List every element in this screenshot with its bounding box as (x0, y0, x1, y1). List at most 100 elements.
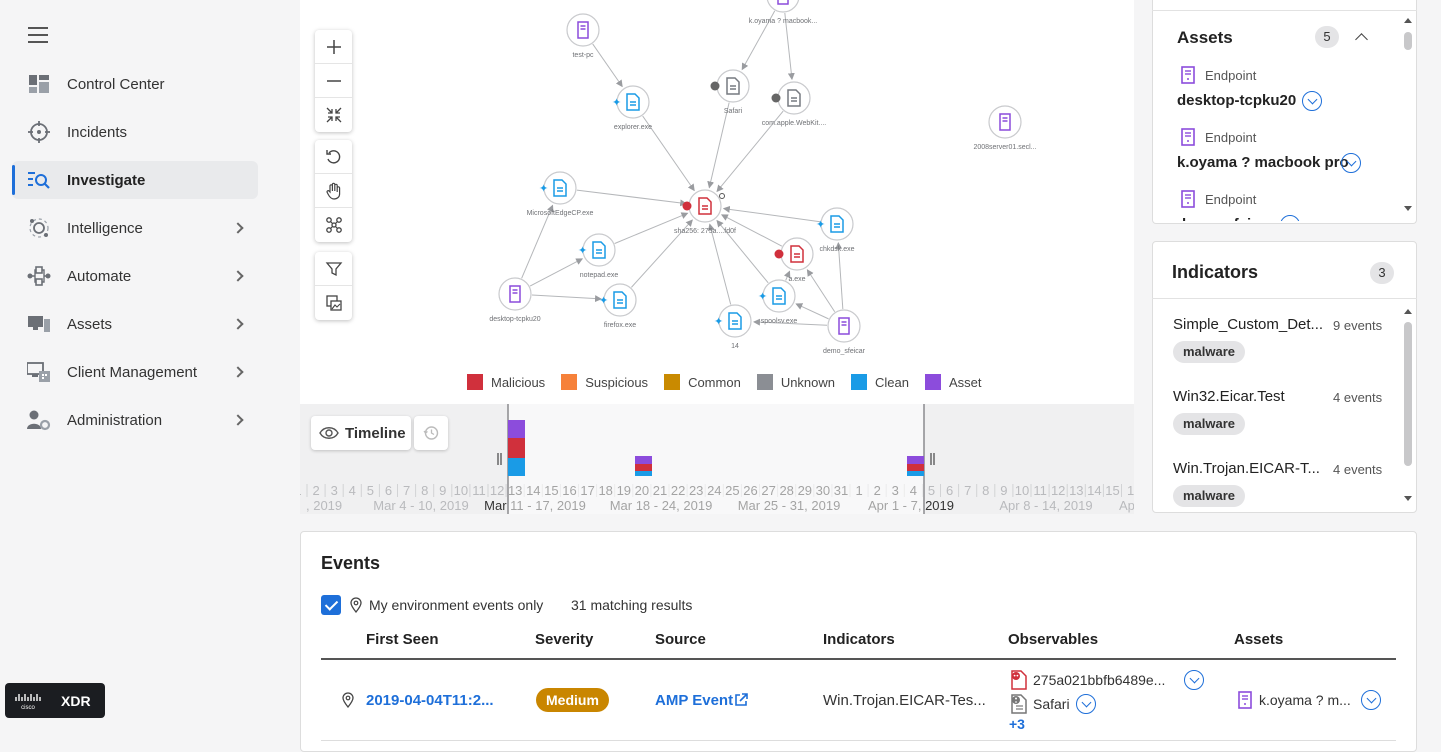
graph-node[interactable]: ✦ chkdsk.exe (816, 207, 855, 253)
sidebar-item-administration[interactable]: Administration (12, 401, 258, 439)
legend-item-asset[interactable]: Asset (924, 374, 982, 390)
timeline-toggle-button[interactable]: Timeline (311, 416, 411, 450)
expand-chevron-icon[interactable] (1361, 690, 1381, 710)
layout-button[interactable] (315, 208, 352, 242)
graph-node[interactable]: ✦ spoolsv.exe (758, 279, 797, 325)
graph-node[interactable]: desktop-tcpku20 (489, 277, 541, 323)
indicators-panel-title: Indicators (1172, 262, 1259, 282)
expand-chevron-icon[interactable] (1302, 91, 1322, 111)
product-badge[interactable]: cisco XDR (5, 683, 105, 718)
asset-item[interactable]: Endpoint desktop-tcpku20 (1152, 55, 1402, 115)
graph-node-label: chkdsk.exe (819, 246, 854, 253)
sidebar-item-assets[interactable]: Assets (12, 305, 258, 343)
timeline-bar-apr4[interactable] (907, 456, 924, 476)
scroll-down-icon[interactable] (1404, 496, 1412, 501)
indicator-name[interactable]: Win.Trojan.EICAR-T... (1173, 460, 1320, 477)
column-header-source[interactable]: Source (655, 631, 706, 648)
environment-filter-label[interactable]: My environment events only (369, 597, 544, 613)
sidebar-item-investigate[interactable]: Investigate (12, 161, 258, 199)
automate-icon (27, 264, 51, 288)
graph-node[interactable]: sha256: 275a....fd0f (674, 189, 736, 235)
legend-item-suspicious[interactable]: Suspicious (561, 374, 648, 390)
legend-item-common[interactable]: Common (664, 374, 741, 390)
indicator-cell[interactable]: Win.Trojan.EICAR-Tes... (823, 692, 986, 709)
sidebar-item-incidents[interactable]: Incidents (12, 113, 258, 151)
sidebar-item-client-management[interactable]: Client Management (12, 353, 258, 391)
graph-node-label: 14 (731, 343, 739, 350)
asset-node-icon (577, 21, 589, 39)
asset-cell[interactable]: k.oyama ? m... (1259, 692, 1351, 708)
asset-item[interactable]: Endpoint k.oyama ? macbook pro (1152, 117, 1402, 177)
zoom-out-button[interactable] (315, 64, 352, 98)
column-header-first-seen[interactable]: First Seen (366, 631, 439, 648)
matching-results-count: 31 matching results (571, 597, 693, 613)
observable-hash[interactable]: 275a021bbfb6489e... (1033, 672, 1166, 688)
sidebar-item-control-center[interactable]: Control Center (12, 65, 258, 103)
asset-name: demo_sfeicar (1177, 216, 1274, 221)
indicator-event-count: 4 events (1333, 462, 1383, 477)
screenshot-button[interactable] (315, 286, 352, 320)
expand-chevron-icon[interactable] (1184, 670, 1204, 690)
sidebar-item-intelligence[interactable]: Intelligence (12, 209, 258, 247)
graph-node[interactable]: demo_sfeicar (823, 309, 866, 355)
external-link-icon[interactable] (734, 693, 748, 707)
first-seen-link[interactable]: 2019-04-04T11:2... (366, 692, 494, 709)
expand-chevron-icon[interactable] (1076, 694, 1096, 714)
indicator-name[interactable]: Win32.Eicar.Test (1173, 388, 1285, 405)
expand-chevron-icon[interactable] (1280, 215, 1300, 221)
timeline-bar-mar20[interactable] (635, 456, 652, 476)
column-header-severity[interactable]: Severity (535, 631, 594, 648)
graph-node[interactable]: test-pc (566, 13, 600, 59)
timeline-day-label: 9 (439, 483, 446, 498)
column-header-observables[interactable]: Observables (1008, 631, 1099, 648)
graph-node[interactable]: Safari (710, 69, 750, 115)
filter-icon (325, 261, 342, 276)
graph-node[interactable]: ✦ MicrosoftEdgeCP.exe (527, 171, 594, 217)
indicator-name[interactable]: Simple_Custom_Det... (1173, 316, 1324, 333)
assets-scrollbar[interactable] (1404, 32, 1412, 50)
timeline-history-button[interactable] (414, 416, 448, 450)
graph-node[interactable]: ✦ firefox.exe (599, 283, 637, 329)
graph-node[interactable]: k.oyama ? macbook... (749, 0, 818, 25)
filter-button[interactable] (315, 252, 352, 286)
timeline-bar-mar13[interactable] (508, 420, 525, 476)
endpoint-icon (1181, 128, 1195, 146)
menu-toggle-icon[interactable] (28, 27, 48, 45)
graph-node[interactable]: ✦ 14 (714, 304, 752, 350)
timeline-right-handle[interactable] (930, 453, 935, 465)
my-environment-checkbox[interactable] (321, 595, 341, 615)
indicators-scrollbar[interactable] (1404, 322, 1412, 466)
graph-node[interactable]: com.apple.WebKit.... (762, 81, 827, 127)
timeline-day-label: 8 (982, 483, 989, 498)
timeline-left-handle[interactable] (497, 453, 502, 465)
pan-button[interactable] (315, 174, 352, 208)
column-header-assets[interactable]: Assets (1234, 631, 1284, 648)
graph-node[interactable]: 2008server01.secl... (973, 105, 1037, 151)
timeline-selection[interactable] (508, 404, 924, 514)
graph-node[interactable]: a.exe (774, 237, 814, 283)
asset-item[interactable]: Endpoint demo_sfeicar (1152, 179, 1402, 221)
graph-node[interactable]: ✦ notepad.exe (578, 233, 618, 279)
graph-edge (576, 189, 688, 207)
sidebar-item-automate[interactable]: Automate (12, 257, 258, 295)
legend-item-unknown[interactable]: Unknown (756, 374, 835, 390)
client-management-icon (27, 360, 51, 384)
timeline-chart[interactable]: 1234567891011121314151617181920212223242… (300, 404, 1134, 514)
more-observables-link[interactable]: +3 (1009, 716, 1025, 732)
legend-item-malicious[interactable]: Malicious (467, 374, 545, 390)
fit-screen-button[interactable] (315, 98, 352, 132)
scroll-down-icon[interactable] (1404, 206, 1412, 211)
zoom-in-button[interactable] (315, 30, 352, 64)
source-link[interactable]: AMP Event (655, 692, 734, 709)
scroll-up-icon[interactable] (1404, 18, 1412, 23)
column-header-indicators[interactable]: Indicators (823, 631, 895, 648)
graph-node[interactable]: ✦ explorer.exe (612, 85, 652, 131)
relationship-graph[interactable]: test-pc k.oyama ? macbook... Safari com.app… (300, 0, 1134, 404)
legend-item-clean[interactable]: Clean (851, 374, 909, 390)
crosshair-icon (27, 120, 51, 144)
endpoint-icon (1238, 691, 1252, 709)
reset-button[interactable] (315, 140, 352, 174)
observable-name[interactable]: Safari (1033, 696, 1070, 712)
expand-chevron-icon[interactable] (1341, 153, 1361, 173)
scroll-up-icon[interactable] (1404, 309, 1412, 314)
